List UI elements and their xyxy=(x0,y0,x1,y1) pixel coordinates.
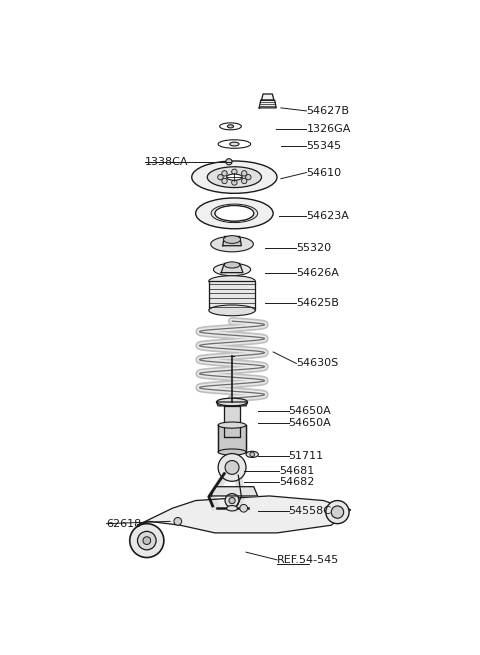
Ellipse shape xyxy=(224,236,240,244)
Ellipse shape xyxy=(215,206,254,221)
Circle shape xyxy=(218,454,246,481)
Text: 54650A: 54650A xyxy=(288,418,331,428)
Text: 55345: 55345 xyxy=(306,141,342,151)
Text: 51711: 51711 xyxy=(288,451,324,461)
Ellipse shape xyxy=(211,204,258,223)
Ellipse shape xyxy=(192,161,277,193)
Text: 54623A: 54623A xyxy=(306,211,349,221)
Text: 55320: 55320 xyxy=(296,243,332,253)
Text: 54650A: 54650A xyxy=(288,406,331,416)
Text: 54682: 54682 xyxy=(279,477,315,487)
Ellipse shape xyxy=(230,142,239,146)
Text: 1326GA: 1326GA xyxy=(306,124,351,134)
Ellipse shape xyxy=(218,449,246,455)
Polygon shape xyxy=(262,94,274,100)
Ellipse shape xyxy=(218,422,246,428)
Circle shape xyxy=(331,506,344,518)
Polygon shape xyxy=(209,281,255,310)
Circle shape xyxy=(240,504,248,512)
Circle shape xyxy=(232,169,237,174)
Polygon shape xyxy=(137,496,350,533)
Ellipse shape xyxy=(220,123,241,130)
Circle shape xyxy=(241,178,247,183)
Text: 54625B: 54625B xyxy=(296,299,339,309)
Circle shape xyxy=(130,523,164,557)
Polygon shape xyxy=(218,425,246,452)
Circle shape xyxy=(229,498,235,504)
Text: 54627B: 54627B xyxy=(306,106,349,116)
Circle shape xyxy=(225,494,239,508)
Text: 54630S: 54630S xyxy=(296,358,338,369)
Circle shape xyxy=(222,178,227,183)
Circle shape xyxy=(246,174,251,180)
Ellipse shape xyxy=(224,262,240,268)
Circle shape xyxy=(218,174,223,180)
Circle shape xyxy=(232,180,237,185)
Circle shape xyxy=(250,452,254,457)
Text: 54681: 54681 xyxy=(279,466,314,476)
Circle shape xyxy=(225,460,239,474)
Ellipse shape xyxy=(209,305,255,316)
Ellipse shape xyxy=(211,236,253,252)
Polygon shape xyxy=(211,487,258,496)
Ellipse shape xyxy=(228,125,234,128)
Text: 1338CA: 1338CA xyxy=(145,157,189,167)
Ellipse shape xyxy=(216,398,248,406)
Ellipse shape xyxy=(214,263,251,276)
Text: 54626A: 54626A xyxy=(296,269,339,278)
Text: REF.54-545: REF.54-545 xyxy=(277,555,339,565)
Ellipse shape xyxy=(246,451,258,457)
Circle shape xyxy=(326,500,349,523)
Ellipse shape xyxy=(207,167,262,187)
Ellipse shape xyxy=(209,276,255,286)
Text: 62618: 62618 xyxy=(107,519,142,529)
Circle shape xyxy=(226,159,232,165)
Circle shape xyxy=(174,517,181,525)
Ellipse shape xyxy=(218,140,251,148)
Polygon shape xyxy=(259,100,276,108)
Circle shape xyxy=(241,171,247,176)
Circle shape xyxy=(137,531,156,550)
Text: 54558C: 54558C xyxy=(288,506,332,516)
Polygon shape xyxy=(221,263,243,272)
Polygon shape xyxy=(224,406,240,437)
Text: 54610: 54610 xyxy=(306,168,342,178)
Ellipse shape xyxy=(227,174,242,180)
Circle shape xyxy=(222,171,227,176)
Ellipse shape xyxy=(196,198,273,229)
Polygon shape xyxy=(216,402,248,406)
Circle shape xyxy=(143,536,151,544)
Ellipse shape xyxy=(215,206,254,221)
Ellipse shape xyxy=(227,506,238,511)
Polygon shape xyxy=(223,236,241,246)
